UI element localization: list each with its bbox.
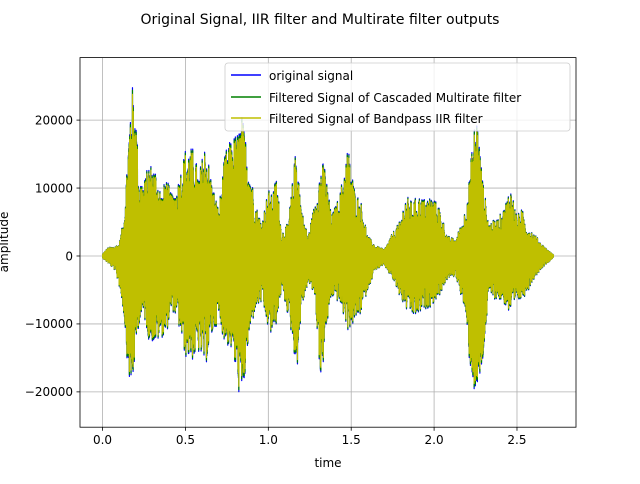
series-line-2 <box>101 93 555 387</box>
x-tick-label: 1.5 <box>342 433 361 447</box>
x-tick-label: 0.0 <box>93 433 112 447</box>
legend-box <box>224 62 571 132</box>
y-tick-label: 10000 <box>35 181 73 195</box>
y-tick-label: −20000 <box>25 385 73 399</box>
x-tick-label: 1.0 <box>259 433 278 447</box>
legend-label-iir: Filtered Signal of Bandpass IIR filter <box>269 112 483 126</box>
y-tick-label: 20000 <box>35 113 73 127</box>
x-axis-label: time <box>314 456 341 470</box>
x-tick-label: 0.5 <box>176 433 195 447</box>
series-group <box>101 87 555 393</box>
axes-frame <box>79 57 577 428</box>
y-axis-ticks: −20000 −10000 0 10000 20000 <box>25 113 80 399</box>
chart-title: Original Signal, IIR filter and Multirat… <box>141 12 500 28</box>
x-tick-label: 2.5 <box>507 433 526 447</box>
x-tick-label: 2.0 <box>425 433 444 447</box>
y-axis-label: amplitude <box>0 212 11 273</box>
x-axis-ticks: 0.0 0.5 1.0 1.5 2.0 2.5 <box>93 427 527 447</box>
legend-label-original-signal: original signal <box>269 69 353 83</box>
y-tick-label: −10000 <box>25 317 73 331</box>
legend-label-multirate: Filtered Signal of Cascaded Multirate fi… <box>269 91 521 105</box>
y-tick-label: 0 <box>65 249 73 263</box>
legend: original signal Filtered Signal of Casca… <box>224 62 571 132</box>
